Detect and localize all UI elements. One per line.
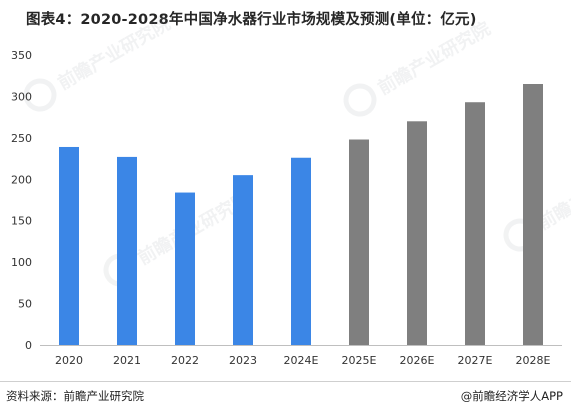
bars-group bbox=[59, 84, 543, 346]
credit-note: @前瞻经济学人APP bbox=[460, 389, 563, 403]
x-tick-label: 2026E bbox=[400, 354, 435, 367]
watermark-text: 前瞻产业研究院 bbox=[54, 12, 174, 94]
y-tick-label: 0 bbox=[25, 339, 32, 352]
y-tick-label: 300 bbox=[11, 90, 32, 103]
watermark-logo-icon bbox=[23, 78, 57, 112]
x-tick-label: 2021 bbox=[113, 354, 141, 367]
bar-chart: 前瞻产业研究院前瞻产业研究院前瞻产业研究院前瞻产业研究院 05010015020… bbox=[11, 12, 571, 367]
x-tick-label: 2022 bbox=[171, 354, 199, 367]
x-tick-label: 2024E bbox=[284, 354, 319, 367]
watermark-text: 前瞻产业研究院 bbox=[374, 17, 494, 99]
watermark-logo-icon bbox=[343, 83, 377, 117]
bar-2024E bbox=[291, 157, 311, 345]
x-tick-label: 2020 bbox=[55, 354, 83, 367]
bar-2023 bbox=[233, 175, 253, 345]
y-axis: 0 50 100 150 200 250 300 350 bbox=[11, 49, 32, 352]
y-tick-label: 150 bbox=[11, 215, 32, 228]
bar-2022 bbox=[175, 192, 195, 345]
bar-2025E bbox=[349, 139, 369, 345]
x-tick-label: 2027E bbox=[458, 354, 493, 367]
source-note: 资料来源：前瞻产业研究院 bbox=[6, 389, 144, 403]
bar-2026E bbox=[407, 121, 427, 346]
y-tick-label: 100 bbox=[11, 256, 32, 269]
y-tick-label: 50 bbox=[18, 298, 32, 311]
x-tick-label: 2028E bbox=[516, 354, 551, 367]
y-tick-label: 350 bbox=[11, 49, 32, 62]
y-tick-label: 200 bbox=[11, 173, 32, 186]
x-axis: 2020 2021 2022 2023 2024E 2025E 2026E 2027E 2028… bbox=[40, 345, 562, 367]
x-tick-label: 2025E bbox=[342, 354, 377, 367]
bar-2020 bbox=[59, 146, 79, 345]
y-tick-label: 250 bbox=[11, 132, 32, 145]
bar-2028E bbox=[523, 84, 543, 345]
chart-title: 图表4：2020-2028年中国净水器行业市场规模及预测(单位：亿元) bbox=[26, 12, 477, 28]
watermark: 前瞻产业研究院 bbox=[23, 12, 174, 112]
x-tick-label: 2023 bbox=[229, 354, 257, 367]
bar-2021 bbox=[117, 156, 137, 345]
bar-2027E bbox=[465, 102, 485, 345]
footer-divider bbox=[0, 381, 571, 382]
